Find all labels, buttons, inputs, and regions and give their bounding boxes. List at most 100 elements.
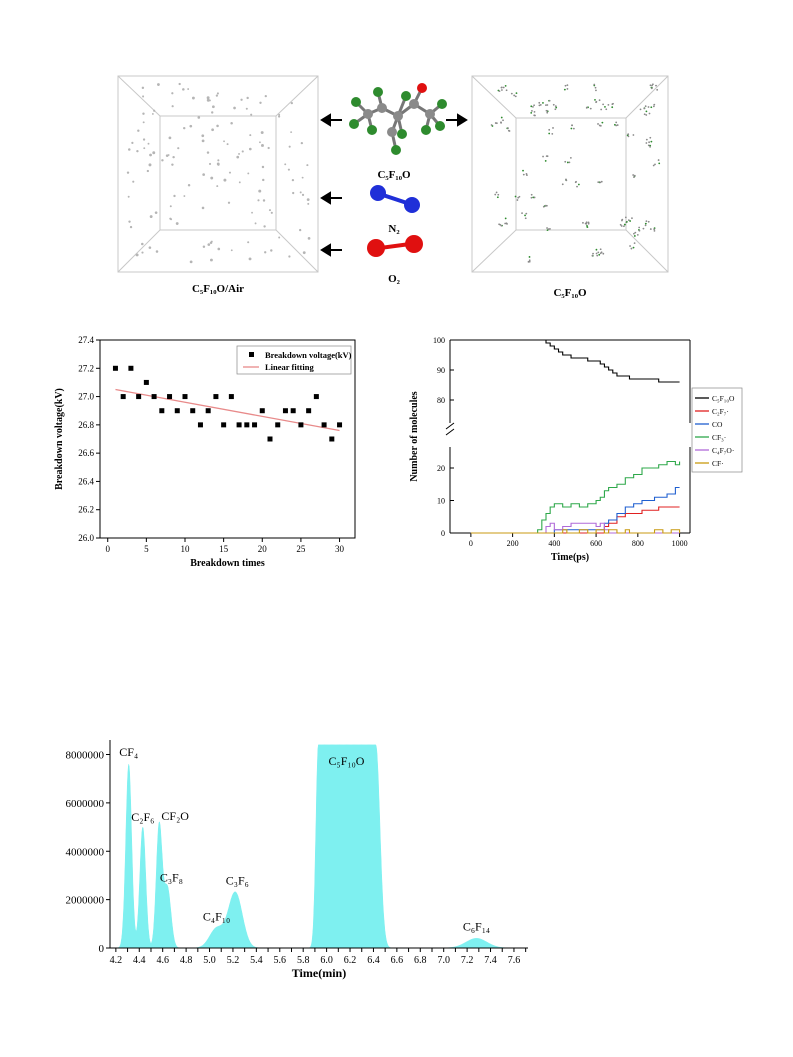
molecule-cluster <box>632 174 636 179</box>
atom <box>568 161 571 164</box>
atom <box>615 124 618 127</box>
particle <box>226 143 229 146</box>
particle <box>142 95 145 98</box>
particle <box>306 164 309 167</box>
particle <box>230 121 233 125</box>
y-tick-label: 10 <box>437 497 445 506</box>
molecule-cluster <box>594 98 601 104</box>
atom <box>621 218 624 221</box>
particle <box>210 176 214 180</box>
atom <box>645 220 648 223</box>
particle <box>169 217 172 220</box>
atom <box>572 127 575 130</box>
atom <box>598 253 601 256</box>
atom <box>633 235 636 237</box>
molecule-cluster <box>530 193 536 199</box>
y-tick-label: 6000000 <box>66 798 105 810</box>
atom <box>577 183 580 186</box>
atom <box>649 145 652 148</box>
molecule-cluster <box>500 116 504 124</box>
legend-label: CO <box>712 420 723 429</box>
particle <box>206 96 210 100</box>
data-point <box>275 422 281 428</box>
particle <box>210 240 213 243</box>
atom <box>522 169 524 172</box>
atom <box>645 114 648 116</box>
atom <box>547 228 550 231</box>
particle <box>301 193 305 196</box>
particle <box>171 163 174 166</box>
atom <box>575 180 577 183</box>
atom <box>565 178 567 181</box>
atom <box>626 220 628 223</box>
data-point <box>298 422 304 428</box>
legend-label: C₅F₁₀O <box>712 394 735 403</box>
particle <box>246 96 249 100</box>
molecule-cluster <box>629 242 636 250</box>
particle <box>202 173 205 176</box>
atom <box>521 212 523 215</box>
x-axis-label: Time(ps) <box>551 552 589 563</box>
molecule-cluster <box>570 124 575 130</box>
particle <box>215 94 218 97</box>
molecule-cluster <box>552 103 558 111</box>
atom <box>587 221 590 224</box>
y-tick-label: 26.2 <box>78 505 94 515</box>
atom <box>645 142 648 144</box>
x-tick-label: 15 <box>219 544 229 554</box>
atom <box>500 121 502 124</box>
series-line <box>470 460 681 534</box>
particle <box>169 205 172 208</box>
particle <box>227 201 231 204</box>
particle <box>175 222 179 225</box>
y-tick-label: 27.0 <box>78 392 94 402</box>
mixture-box <box>117 75 319 273</box>
molecule-cluster <box>545 109 549 114</box>
y-tick-label: 26.6 <box>78 448 94 458</box>
breakdown-chart: 0 5 10 15 20 25 30 26.0 26.2 26.4 26.6 26.8 27.0 27.2… <box>50 330 380 580</box>
particle <box>228 171 231 174</box>
peak-label: C₄F₁₀ <box>203 910 230 924</box>
particle <box>302 251 306 255</box>
x-tick-label: 7.2 <box>461 955 474 966</box>
particle <box>261 165 265 169</box>
peak-label: C₃F₈ <box>160 871 183 885</box>
particle <box>132 180 135 183</box>
particle <box>161 159 164 162</box>
atom <box>645 110 648 113</box>
x-tick-label: 4.4 <box>133 955 146 966</box>
atom <box>564 84 567 87</box>
x-tick-label: 7.0 <box>437 955 450 966</box>
particle <box>249 134 252 137</box>
atom <box>596 254 599 257</box>
particle <box>183 126 186 130</box>
x-tick-label: 0 <box>469 539 473 548</box>
peak-label: C₅F₁₀O <box>329 754 365 768</box>
x-tick-label: 5.4 <box>250 955 263 966</box>
simulation-figure: C₅F₁₀O N₂ O₂ C₅F₁₀O/Air C₅F₁₀O <box>110 70 670 310</box>
atom <box>599 181 602 184</box>
x-axis-label: Time(min) <box>292 966 346 980</box>
atom <box>644 105 647 108</box>
atom <box>528 259 531 262</box>
atom <box>542 155 544 158</box>
legend-label: CF· <box>712 459 724 468</box>
atom <box>633 232 635 235</box>
particle <box>301 176 304 179</box>
atom <box>528 260 531 263</box>
atom <box>633 242 636 244</box>
particle <box>127 195 130 198</box>
data-point <box>197 422 203 428</box>
atom <box>497 193 500 196</box>
particle <box>141 86 145 90</box>
atom <box>549 227 551 230</box>
particle <box>264 94 267 98</box>
molecule-cluster <box>563 84 569 91</box>
x-tick-label: 600 <box>590 539 602 548</box>
atom <box>533 104 536 107</box>
particle <box>152 151 156 155</box>
x-tick-label: 5.8 <box>297 955 310 966</box>
atom <box>524 214 526 217</box>
atom <box>652 105 655 108</box>
